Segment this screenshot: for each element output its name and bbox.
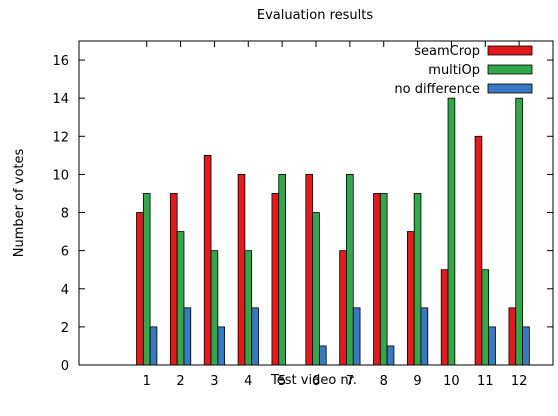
x-axis-label: Test video nr. — [270, 373, 357, 388]
legend: seamCrop multiOp no difference — [394, 44, 533, 97]
bar-multiop — [244, 250, 253, 366]
x-tick-label: 12 — [511, 374, 528, 389]
legend-swatch — [487, 45, 533, 56]
bar-seamcrop — [339, 250, 347, 366]
legend-label: multiOp — [428, 63, 480, 78]
bar-seamcrop — [508, 307, 517, 366]
y-tick-label: 2 — [61, 321, 69, 336]
y-tick-label: 0 — [61, 359, 69, 374]
bar-multiop — [210, 250, 219, 366]
legend-label: seamCrop — [414, 44, 480, 59]
bar-seamcrop — [136, 212, 144, 366]
bar-multiop — [481, 269, 490, 366]
bar-multiop — [176, 231, 185, 366]
bar-no-difference — [522, 326, 530, 366]
x-tick-label: 10 — [443, 374, 460, 389]
bar-no-difference — [251, 307, 259, 366]
x-tick-label: 4 — [244, 374, 252, 389]
y-tick-label: 12 — [52, 130, 69, 145]
bar-no-difference — [183, 307, 192, 366]
y-tick-label: 6 — [61, 245, 69, 260]
x-tick-label: 7 — [346, 374, 354, 389]
bar-no-difference — [217, 326, 226, 366]
bar-no-difference — [386, 345, 395, 366]
x-tick-label: 9 — [413, 374, 421, 389]
y-axis-label: Number of votes — [12, 149, 27, 258]
bar-seamcrop — [237, 174, 246, 366]
bar-multiop — [447, 97, 456, 366]
chart-title: Evaluation results — [257, 8, 374, 23]
bar-seamcrop — [305, 174, 313, 366]
bar-multiop — [142, 193, 151, 366]
bar-no-difference — [488, 326, 496, 366]
bar-seamcrop — [203, 154, 212, 366]
y-tick-label: 10 — [52, 168, 69, 183]
bar-multiop — [278, 174, 286, 366]
legend-swatch — [487, 64, 533, 75]
x-tick-label: 8 — [380, 374, 388, 389]
x-tick-label: 11 — [477, 374, 494, 389]
bar-no-difference — [420, 307, 429, 366]
bar-no-difference — [318, 345, 327, 366]
bar-multiop — [346, 174, 354, 366]
y-tick-label: 14 — [52, 92, 69, 107]
bar-seamcrop — [474, 135, 483, 366]
bar-seamcrop — [406, 231, 415, 366]
bar-seamcrop — [169, 193, 178, 366]
bar-seamcrop — [271, 193, 280, 366]
x-tick-label: 6 — [312, 374, 320, 389]
bar-multiop — [413, 193, 422, 366]
x-tick-label: 3 — [210, 374, 218, 389]
y-tick-label: 4 — [61, 283, 69, 298]
x-tick-label: 2 — [176, 374, 184, 389]
x-tick-label: 1 — [143, 374, 151, 389]
bar-no-difference — [352, 307, 361, 366]
legend-label: no difference — [394, 82, 480, 97]
y-tick-label: 16 — [52, 54, 69, 69]
bar-seamcrop — [440, 269, 449, 366]
bar-multiop — [379, 193, 388, 366]
bar-multiop — [312, 212, 320, 366]
x-tick-label: 5 — [278, 374, 286, 389]
bar-seamcrop — [373, 193, 381, 366]
bar-multiop — [515, 97, 523, 366]
legend-swatch — [487, 83, 533, 94]
y-tick-label: 8 — [61, 207, 69, 222]
bar-no-difference — [149, 326, 158, 366]
